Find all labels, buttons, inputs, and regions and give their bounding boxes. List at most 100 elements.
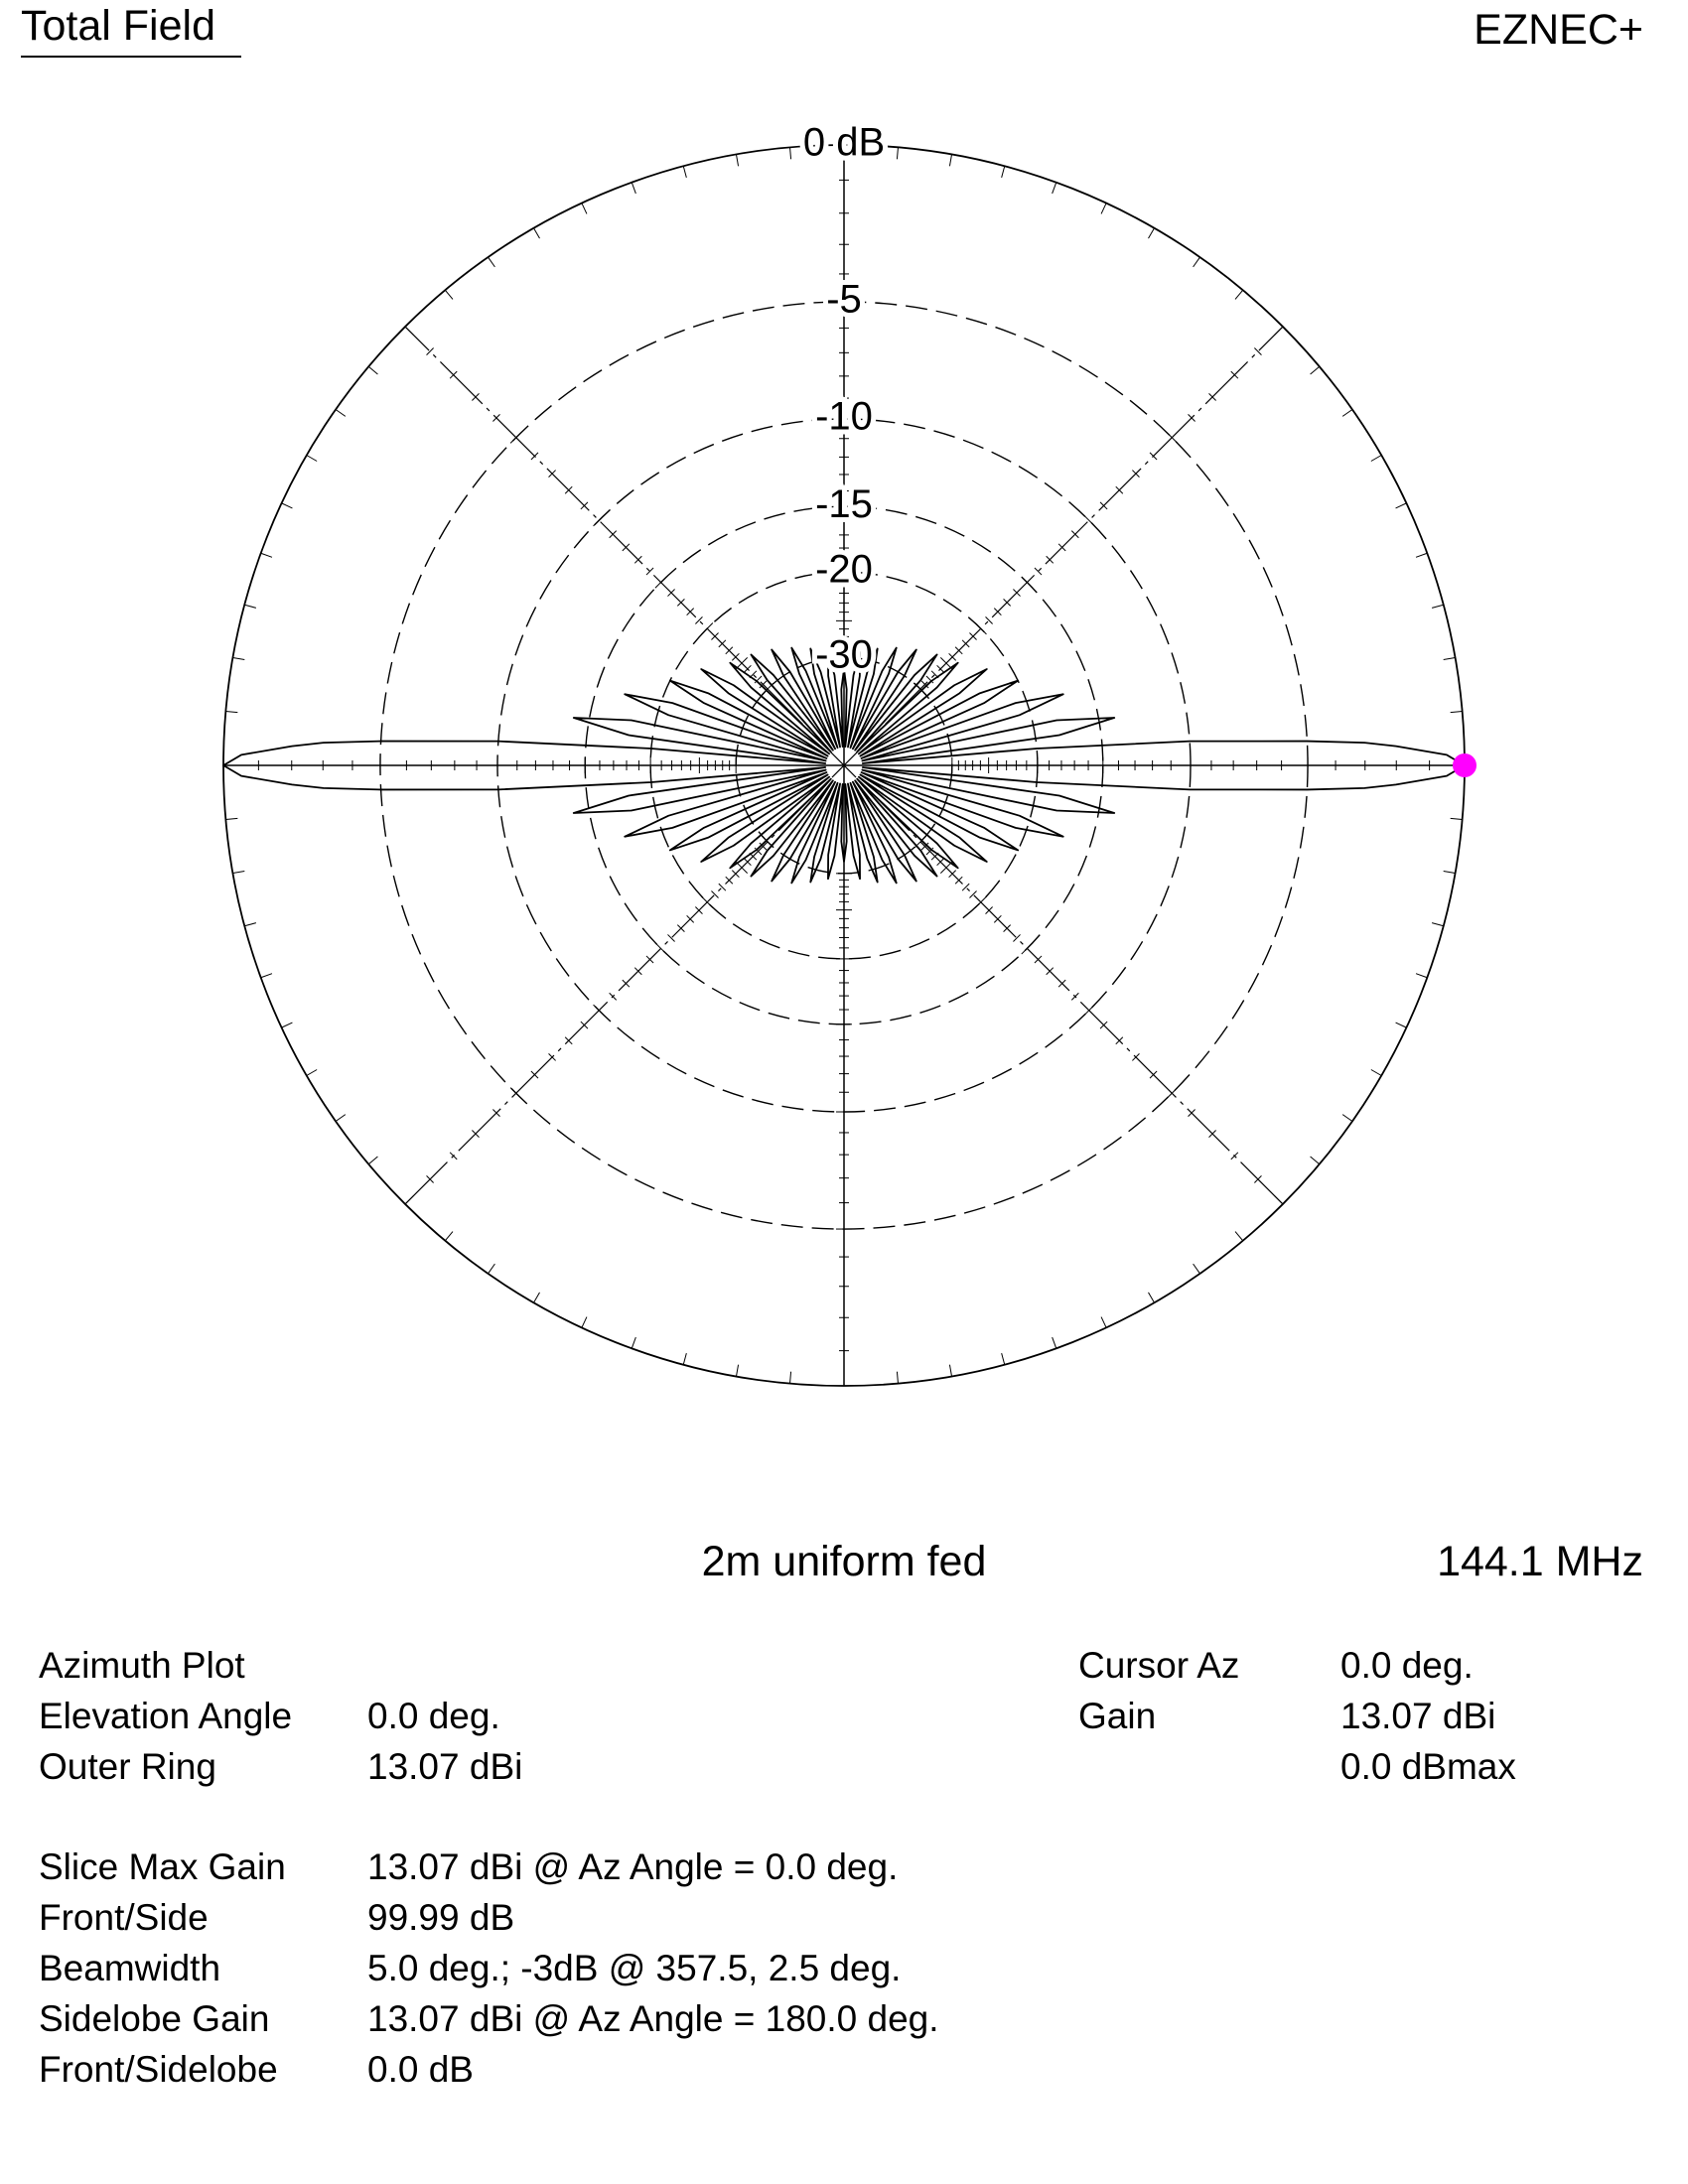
spoke-tick (1034, 955, 1043, 964)
angle-tick (1234, 1231, 1244, 1242)
spoke-tick (492, 1109, 500, 1117)
angle-tick (1052, 182, 1057, 195)
angle-tick (631, 182, 636, 195)
info-value: 5.0 deg.; -3dB @ 357.5, 2.5 deg. (367, 1948, 901, 1988)
spoke-tick (426, 1175, 434, 1183)
angle-tick (1274, 326, 1284, 336)
spoke-tick (1013, 934, 1021, 942)
angle-tick (581, 1316, 588, 1328)
spoke-tick (711, 890, 719, 898)
spoke-tick (530, 1070, 539, 1079)
angle-tick (306, 1069, 318, 1076)
angle-tick (1395, 502, 1407, 509)
angle-tick (533, 227, 540, 239)
diagonal-line (404, 326, 1284, 1205)
angle-tick (735, 1364, 740, 1377)
angle-tick (1193, 1263, 1200, 1275)
info-value: 13.07 dBi (367, 1746, 522, 1787)
spoke-tick (1115, 485, 1124, 494)
spoke-tick (1188, 1109, 1196, 1117)
spoke-tick (472, 393, 480, 401)
spoke-tick (609, 992, 618, 1001)
angle-tick (1148, 227, 1155, 239)
spoke-tick (920, 680, 929, 689)
spoke-tick (564, 1036, 573, 1045)
spoke-tick (492, 414, 500, 422)
spoke-tick (985, 616, 993, 624)
spoke-tick (1046, 967, 1055, 976)
ring-label: 0 dB (803, 121, 885, 165)
info-value: 0.0 deg. (367, 1696, 500, 1736)
spoke-tick (686, 608, 695, 616)
ring-label: -5 (826, 278, 862, 322)
spoke-tick (1115, 1036, 1124, 1045)
angle-tick (1310, 365, 1321, 375)
info-label: Front/Side (39, 1897, 209, 1938)
angle-tick (281, 502, 293, 509)
spoke-tick (645, 567, 654, 576)
angle-tick (1415, 973, 1428, 979)
grid-ring (735, 656, 953, 875)
info-label: Elevation Angle (39, 1696, 292, 1736)
cursor-value: 13.07 dBi (1340, 1696, 1495, 1736)
grid-ring (649, 571, 1039, 960)
angle-tick (789, 147, 792, 160)
angle-tick (682, 1352, 687, 1365)
spoke-tick (936, 858, 945, 867)
angle-tick (1415, 552, 1428, 558)
angle-tick (1341, 409, 1353, 417)
angle-tick (1370, 1069, 1382, 1076)
chart-title: Total Field (21, 2, 215, 50)
spoke-tick (633, 555, 642, 564)
labels: Total Field EZNEC+ 2m uniform fed 144.1 … (21, 2, 1643, 2090)
angle-tick (444, 289, 454, 300)
cursor-label: Gain (1078, 1696, 1156, 1736)
spoke-tick (948, 652, 957, 661)
angle-tick (404, 326, 414, 336)
spoke-tick (736, 657, 749, 670)
spoke-tick (969, 632, 977, 640)
frequency: 144.1 MHz (1437, 1538, 1643, 1585)
spoke-tick (948, 870, 957, 879)
info-label: Slice Max Gain (39, 1846, 286, 1887)
spoke-tick (667, 589, 675, 597)
spoke-tick (925, 675, 934, 684)
ring-label: -10 (815, 395, 873, 439)
angle-tick (488, 1263, 495, 1275)
angle-tick (232, 870, 245, 875)
spoke-tick (711, 632, 719, 640)
angle-tick (789, 1371, 792, 1384)
spoke-tick (676, 598, 685, 607)
angle-tick (735, 154, 740, 167)
spoke-tick (1132, 1053, 1140, 1061)
angle-tick (1310, 1156, 1321, 1165)
angle-tick (1443, 656, 1456, 661)
cursor-label: Cursor Az (1078, 1645, 1239, 1686)
grid (222, 144, 1466, 1387)
spoke-tick (676, 924, 685, 933)
spoke-tick (939, 861, 952, 874)
spoke-tick (667, 934, 675, 942)
info-label: Azimuth Plot (39, 1645, 245, 1686)
info-label: Beamwidth (39, 1948, 220, 1988)
angle-tick (1443, 870, 1456, 875)
info-value: 13.07 dBi @ Az Angle = 180.0 deg. (367, 1998, 939, 2039)
angle-tick (232, 656, 245, 661)
cursor-value: 0.0 deg. (1340, 1645, 1474, 1686)
spoke-tick (695, 906, 703, 914)
spoke-tick (1099, 1021, 1108, 1029)
angle-tick (1234, 289, 1244, 300)
info-value: 13.07 dBi @ Az Angle = 0.0 deg. (367, 1846, 898, 1887)
spoke-tick (754, 847, 763, 856)
cursor-value: 0.0 dBmax (1340, 1746, 1516, 1787)
info-label: Front/Sidelobe (39, 2049, 278, 2090)
angle-tick (1450, 817, 1463, 820)
spoke-tick (1034, 567, 1043, 576)
angle-tick (1274, 1195, 1284, 1205)
spoke-tick (743, 664, 752, 673)
angle-tick (1431, 604, 1444, 609)
spoke-tick (1230, 370, 1239, 379)
spoke-tick (1057, 979, 1066, 988)
angle-tick (367, 365, 378, 375)
spoke-tick (609, 530, 618, 539)
